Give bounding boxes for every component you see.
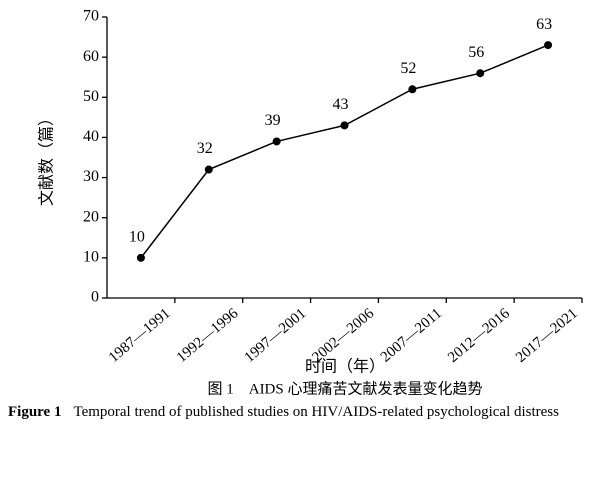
x-tick-label: 1992—1996 xyxy=(174,305,242,366)
figure-label: Figure 1 xyxy=(8,404,62,420)
data-label: 10 xyxy=(129,229,145,246)
y-tick-label: 20 xyxy=(83,208,99,225)
y-tick-label: 60 xyxy=(83,48,99,65)
x-tick-label: 2017—2021 xyxy=(513,305,581,365)
x-tick-label: 2012—2016 xyxy=(445,305,513,366)
data-label: 63 xyxy=(536,16,552,33)
caption: Figure 1 Temporal trend of published stud… xyxy=(8,401,604,424)
y-tick-label: 30 xyxy=(83,168,99,185)
data-point xyxy=(476,69,485,78)
data-point xyxy=(136,253,145,262)
data-label: 43 xyxy=(333,96,349,113)
data-point xyxy=(340,121,349,130)
data-label: 39 xyxy=(265,112,281,129)
data-point xyxy=(272,137,281,146)
chart-title: 图 1 AIDS 心理痛苦文献发表量变化趋势 xyxy=(207,380,482,397)
x-tick-label: 2002—2006 xyxy=(309,305,377,366)
x-tick-label: 1997—2001 xyxy=(242,305,310,365)
x-tick-label: 1987—1991 xyxy=(106,305,174,365)
y-tick-label: 70 xyxy=(83,8,99,25)
data-point xyxy=(544,41,553,50)
data-label: 52 xyxy=(400,60,416,77)
x-tick-label: 2007—2011 xyxy=(378,305,445,365)
y-tick-label: 50 xyxy=(83,88,99,105)
x-axis-label: 时间（年） xyxy=(305,358,385,376)
y-tick-label: 0 xyxy=(91,289,99,306)
y-axis-label: 文献数（篇） xyxy=(38,110,56,206)
chart: 文献数（篇） 时间（年） 图 1 AIDS 心理痛苦文献发表量变化趋势 0 10 2… xyxy=(38,8,583,397)
y-tick-label: 40 xyxy=(83,128,99,145)
caption-text: Temporal trend of published studies on H… xyxy=(73,404,559,420)
data-point xyxy=(408,85,417,94)
y-tick-label: 10 xyxy=(83,249,99,266)
data-point xyxy=(204,165,213,174)
data-label: 32 xyxy=(197,140,213,157)
data-label: 56 xyxy=(468,44,484,61)
